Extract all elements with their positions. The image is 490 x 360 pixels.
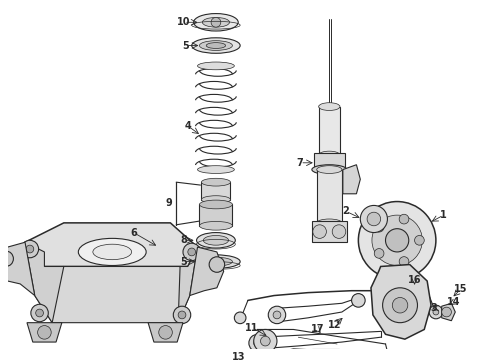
Ellipse shape bbox=[201, 196, 230, 203]
Ellipse shape bbox=[199, 257, 232, 266]
Circle shape bbox=[313, 225, 326, 238]
Text: 2: 2 bbox=[343, 206, 349, 216]
Circle shape bbox=[327, 350, 337, 360]
Circle shape bbox=[392, 297, 408, 313]
Circle shape bbox=[31, 304, 49, 322]
Circle shape bbox=[178, 311, 186, 319]
Polygon shape bbox=[190, 247, 223, 296]
Ellipse shape bbox=[201, 178, 230, 186]
Circle shape bbox=[352, 294, 365, 307]
Bar bbox=[314, 153, 345, 171]
Circle shape bbox=[26, 245, 34, 253]
Ellipse shape bbox=[197, 166, 234, 174]
Circle shape bbox=[415, 235, 424, 245]
Ellipse shape bbox=[78, 238, 146, 266]
Circle shape bbox=[249, 334, 267, 352]
Circle shape bbox=[399, 214, 409, 224]
Ellipse shape bbox=[197, 62, 234, 70]
Circle shape bbox=[268, 306, 286, 324]
Circle shape bbox=[159, 325, 172, 339]
Text: 11: 11 bbox=[245, 323, 259, 333]
Ellipse shape bbox=[206, 42, 225, 49]
Circle shape bbox=[386, 229, 409, 252]
Text: 14: 14 bbox=[446, 297, 460, 307]
Text: 9: 9 bbox=[165, 198, 172, 208]
Ellipse shape bbox=[202, 17, 229, 27]
Circle shape bbox=[261, 336, 270, 346]
Circle shape bbox=[21, 240, 39, 258]
Circle shape bbox=[38, 325, 51, 339]
Circle shape bbox=[374, 222, 384, 232]
Text: 8: 8 bbox=[180, 235, 187, 245]
Text: 5: 5 bbox=[182, 41, 189, 50]
Text: 4: 4 bbox=[184, 121, 191, 131]
Polygon shape bbox=[148, 323, 183, 342]
Circle shape bbox=[372, 215, 422, 266]
Polygon shape bbox=[441, 303, 455, 321]
Circle shape bbox=[360, 206, 388, 233]
Bar bbox=[317, 170, 342, 223]
Ellipse shape bbox=[199, 221, 232, 230]
Polygon shape bbox=[1, 242, 35, 296]
Circle shape bbox=[183, 243, 200, 261]
Ellipse shape bbox=[317, 219, 342, 227]
Ellipse shape bbox=[203, 235, 228, 245]
Circle shape bbox=[314, 350, 323, 360]
Circle shape bbox=[36, 309, 44, 317]
Bar bbox=[312, 349, 339, 360]
Circle shape bbox=[254, 339, 262, 347]
Ellipse shape bbox=[312, 165, 347, 175]
Polygon shape bbox=[25, 242, 64, 323]
Bar bbox=[312, 221, 347, 242]
Circle shape bbox=[374, 248, 384, 258]
Circle shape bbox=[254, 329, 277, 353]
Ellipse shape bbox=[317, 166, 342, 174]
Circle shape bbox=[441, 307, 451, 317]
Circle shape bbox=[0, 251, 13, 266]
Circle shape bbox=[383, 288, 417, 323]
Bar bbox=[199, 204, 232, 226]
Bar bbox=[201, 182, 230, 199]
Text: 3: 3 bbox=[431, 303, 438, 313]
Circle shape bbox=[332, 225, 346, 238]
Text: 5: 5 bbox=[181, 257, 187, 267]
Circle shape bbox=[358, 202, 436, 279]
Ellipse shape bbox=[194, 14, 238, 31]
Ellipse shape bbox=[199, 200, 232, 209]
Polygon shape bbox=[343, 165, 360, 194]
Text: 12: 12 bbox=[328, 320, 342, 330]
Ellipse shape bbox=[318, 151, 340, 159]
Circle shape bbox=[429, 305, 442, 319]
Polygon shape bbox=[27, 323, 62, 342]
Circle shape bbox=[173, 306, 191, 324]
Ellipse shape bbox=[192, 38, 240, 53]
Text: 17: 17 bbox=[311, 324, 324, 334]
Text: 15: 15 bbox=[454, 284, 468, 294]
Polygon shape bbox=[178, 247, 197, 323]
Text: 1: 1 bbox=[441, 210, 447, 220]
Circle shape bbox=[273, 311, 281, 319]
Circle shape bbox=[234, 312, 246, 324]
Text: 10: 10 bbox=[177, 17, 191, 27]
Text: 13: 13 bbox=[231, 352, 245, 360]
Circle shape bbox=[433, 309, 439, 315]
Text: 6: 6 bbox=[130, 228, 137, 238]
Bar bbox=[318, 107, 340, 155]
Circle shape bbox=[188, 248, 196, 256]
Circle shape bbox=[367, 212, 381, 226]
Ellipse shape bbox=[192, 255, 240, 269]
Circle shape bbox=[399, 257, 409, 266]
Ellipse shape bbox=[318, 103, 340, 111]
Circle shape bbox=[211, 17, 221, 27]
Polygon shape bbox=[371, 265, 431, 339]
Ellipse shape bbox=[199, 41, 232, 50]
Ellipse shape bbox=[93, 244, 132, 260]
Text: 16: 16 bbox=[408, 275, 421, 285]
Text: 7: 7 bbox=[297, 158, 304, 168]
Ellipse shape bbox=[196, 233, 235, 248]
Polygon shape bbox=[25, 223, 197, 266]
Polygon shape bbox=[35, 266, 190, 323]
Circle shape bbox=[209, 257, 224, 272]
